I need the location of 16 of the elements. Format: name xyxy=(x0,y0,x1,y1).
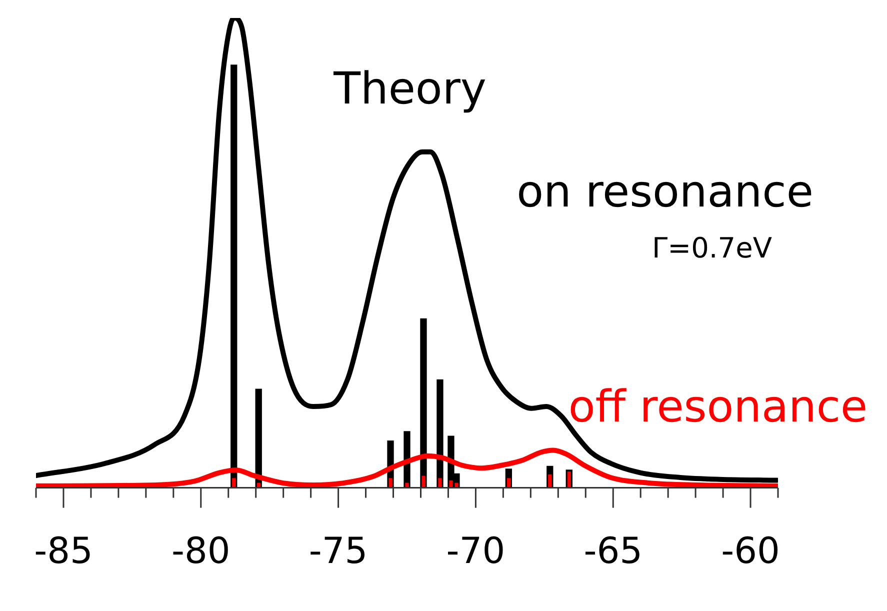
x-tick-label: -75 xyxy=(308,530,368,572)
bar xyxy=(388,478,392,488)
annotation: Γ=0.7eV xyxy=(652,231,772,264)
bar xyxy=(438,478,442,488)
x-tick-label: -70 xyxy=(446,530,506,572)
bar xyxy=(422,476,426,488)
series-label: off resonance xyxy=(568,381,868,432)
x-tick-label: -60 xyxy=(721,530,780,572)
series-label: on resonance xyxy=(516,166,814,218)
bar xyxy=(255,388,262,488)
x-tick-label: -80 xyxy=(171,530,230,572)
text: Theory xyxy=(332,63,486,114)
x-tick-label: -65 xyxy=(584,530,643,572)
bar xyxy=(230,64,238,488)
bar xyxy=(420,318,427,488)
x-tick-label: -85 xyxy=(34,530,93,572)
